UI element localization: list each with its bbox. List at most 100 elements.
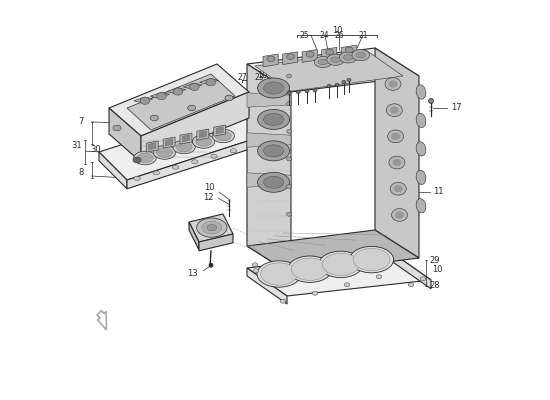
Ellipse shape — [306, 52, 314, 57]
Text: 11: 11 — [433, 188, 443, 196]
Ellipse shape — [257, 110, 290, 130]
Ellipse shape — [353, 248, 390, 271]
Polygon shape — [214, 125, 226, 136]
Ellipse shape — [287, 91, 291, 94]
Ellipse shape — [352, 50, 370, 61]
Ellipse shape — [137, 153, 153, 163]
Ellipse shape — [257, 78, 290, 98]
Ellipse shape — [267, 56, 275, 62]
Ellipse shape — [202, 221, 222, 234]
Text: 8: 8 — [79, 168, 84, 176]
Text: 23: 23 — [255, 73, 265, 82]
Ellipse shape — [150, 115, 158, 121]
Text: 29: 29 — [429, 256, 439, 265]
Polygon shape — [189, 222, 199, 250]
Ellipse shape — [385, 78, 401, 90]
Ellipse shape — [342, 80, 346, 84]
Ellipse shape — [287, 102, 292, 106]
Ellipse shape — [420, 277, 426, 281]
Ellipse shape — [261, 263, 298, 285]
Ellipse shape — [322, 253, 359, 276]
Ellipse shape — [196, 137, 212, 146]
Ellipse shape — [173, 140, 195, 154]
Polygon shape — [283, 52, 298, 64]
Text: 14: 14 — [192, 234, 203, 242]
Polygon shape — [180, 133, 192, 144]
Ellipse shape — [393, 159, 401, 166]
Polygon shape — [200, 78, 218, 84]
Ellipse shape — [345, 47, 353, 53]
Ellipse shape — [157, 148, 173, 157]
Text: 24: 24 — [320, 31, 329, 40]
Ellipse shape — [133, 157, 141, 163]
Ellipse shape — [215, 131, 231, 141]
Polygon shape — [255, 51, 403, 91]
Ellipse shape — [287, 129, 292, 133]
Text: 22: 22 — [270, 73, 279, 82]
Ellipse shape — [394, 186, 402, 192]
Ellipse shape — [314, 56, 332, 68]
Polygon shape — [127, 136, 263, 189]
Ellipse shape — [113, 125, 121, 131]
Polygon shape — [183, 135, 190, 142]
Polygon shape — [127, 74, 235, 130]
Ellipse shape — [176, 142, 192, 152]
Ellipse shape — [312, 291, 318, 295]
Polygon shape — [302, 50, 317, 62]
Text: 10: 10 — [432, 266, 442, 274]
Polygon shape — [163, 137, 175, 148]
Text: 28: 28 — [429, 282, 439, 290]
Polygon shape — [247, 133, 291, 147]
Polygon shape — [199, 131, 206, 138]
Ellipse shape — [288, 256, 332, 282]
Ellipse shape — [326, 49, 334, 55]
Ellipse shape — [257, 261, 301, 287]
Text: 10: 10 — [204, 184, 214, 192]
Polygon shape — [375, 48, 419, 258]
Ellipse shape — [428, 98, 433, 103]
Polygon shape — [263, 54, 278, 67]
Polygon shape — [247, 173, 291, 187]
Ellipse shape — [134, 151, 156, 165]
Ellipse shape — [192, 135, 215, 148]
Text: 26: 26 — [334, 31, 344, 40]
Ellipse shape — [263, 114, 284, 126]
Polygon shape — [150, 92, 169, 98]
Text: 17: 17 — [451, 104, 461, 112]
Polygon shape — [341, 45, 356, 58]
Polygon shape — [109, 64, 249, 136]
Ellipse shape — [395, 212, 404, 218]
Ellipse shape — [344, 283, 350, 287]
Text: 10: 10 — [257, 71, 268, 80]
Ellipse shape — [263, 176, 284, 188]
Ellipse shape — [263, 82, 284, 94]
Polygon shape — [216, 127, 223, 134]
Ellipse shape — [318, 251, 362, 278]
Ellipse shape — [196, 218, 227, 237]
Text: 25: 25 — [300, 31, 310, 40]
Ellipse shape — [388, 130, 404, 143]
Ellipse shape — [153, 146, 176, 159]
Ellipse shape — [376, 275, 382, 279]
Text: 31: 31 — [72, 142, 82, 150]
Polygon shape — [146, 141, 158, 152]
Text: 30: 30 — [90, 146, 101, 154]
Polygon shape — [167, 88, 186, 94]
Ellipse shape — [212, 129, 234, 143]
Polygon shape — [99, 108, 263, 180]
Polygon shape — [391, 252, 431, 289]
Ellipse shape — [257, 141, 290, 161]
Ellipse shape — [287, 184, 292, 188]
Text: 10: 10 — [332, 26, 343, 35]
Polygon shape — [141, 92, 249, 162]
Ellipse shape — [135, 158, 139, 162]
Ellipse shape — [172, 165, 179, 169]
Ellipse shape — [335, 83, 339, 86]
Ellipse shape — [327, 84, 331, 88]
Ellipse shape — [287, 157, 292, 161]
Polygon shape — [189, 214, 233, 242]
Ellipse shape — [408, 283, 414, 287]
Ellipse shape — [416, 113, 426, 128]
Ellipse shape — [191, 160, 198, 164]
Polygon shape — [134, 97, 153, 103]
